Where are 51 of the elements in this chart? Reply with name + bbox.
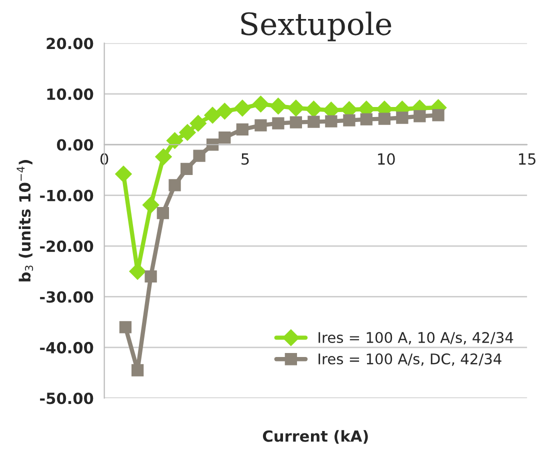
point xyxy=(216,102,234,120)
y-tick-label: -10.00 xyxy=(40,190,94,202)
y-tick-label: 10.00 xyxy=(47,88,94,100)
point xyxy=(206,138,219,151)
x-tick-label: 0 xyxy=(100,153,108,165)
point xyxy=(168,179,181,192)
point xyxy=(156,206,170,220)
point xyxy=(325,115,338,128)
point xyxy=(414,110,426,122)
point xyxy=(254,119,267,132)
y-tick-label: 0.00 xyxy=(56,139,94,151)
point xyxy=(432,109,444,122)
legend-label: Ires = 100 A, 10 A/s, 42/34 xyxy=(318,332,514,345)
point xyxy=(396,112,408,124)
y-tick-label: -30.00 xyxy=(40,291,94,303)
x-axis-title: Current (kA) xyxy=(262,430,368,444)
point xyxy=(180,162,193,176)
point xyxy=(290,116,302,128)
chart-title: Sextupole xyxy=(241,12,392,42)
point xyxy=(305,100,322,118)
x-tick-label: 5 xyxy=(242,153,249,165)
point xyxy=(234,100,251,116)
point xyxy=(378,112,391,125)
point xyxy=(179,124,196,141)
point xyxy=(308,116,320,128)
point xyxy=(252,96,270,112)
point xyxy=(236,123,248,136)
x-tick-label: 10 xyxy=(378,153,395,165)
x-tick-label: 15 xyxy=(519,153,536,165)
point xyxy=(190,114,207,132)
y-tick-label: -40.00 xyxy=(40,342,94,354)
point xyxy=(142,196,160,214)
y-tick-label: -50.00 xyxy=(40,392,94,404)
point xyxy=(218,131,231,144)
legend-label: Ires = 100 A/s, DC, 42/34 xyxy=(318,353,502,366)
y-axis-title: b$_{3}$ (units 10$^{−4}$) xyxy=(16,160,34,282)
y-tick-label: 20.00 xyxy=(46,38,94,50)
point xyxy=(131,364,144,376)
point xyxy=(288,100,304,116)
point xyxy=(115,166,132,182)
point xyxy=(360,113,372,126)
point xyxy=(119,321,132,334)
point xyxy=(270,98,287,114)
y-tick-label: -20.00 xyxy=(40,240,94,252)
point xyxy=(166,132,184,149)
point xyxy=(204,106,221,124)
point xyxy=(155,148,172,166)
point xyxy=(272,117,284,130)
point xyxy=(144,270,157,283)
point xyxy=(193,150,206,162)
point xyxy=(343,114,356,126)
